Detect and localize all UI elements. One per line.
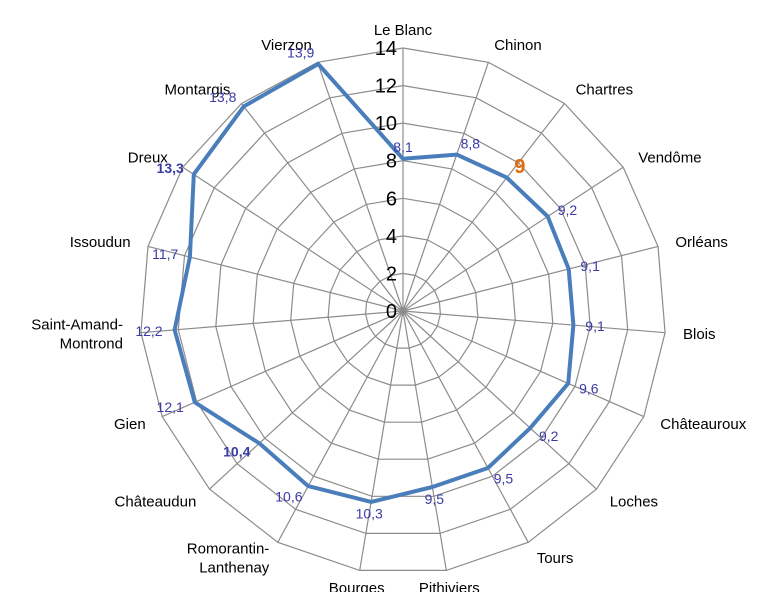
- data-label: 8,8: [461, 135, 481, 151]
- axis-spoke: [402, 310, 666, 334]
- data-label: 10,3: [356, 506, 383, 522]
- radar-axes: [140, 48, 666, 571]
- data-labels: 8,1 8,8 9 9,2 9,1 9,1 9,6 9,2 9,5 9,5 10,3 10,6 10,4…: [135, 45, 605, 522]
- category-label: Orléans: [675, 234, 728, 251]
- category-label: Gien: [114, 416, 146, 433]
- category-label: Dreux: [128, 149, 169, 166]
- tick-label: 12: [375, 76, 397, 98]
- category-label: Romorantin-Lanthenay: [187, 541, 270, 577]
- axis-spoke: [182, 166, 404, 312]
- axis-spoke: [402, 310, 447, 571]
- axis-spoke: [277, 310, 404, 543]
- gridline-8: [252, 160, 554, 460]
- gridline-14: [140, 47, 666, 572]
- category-label: Vierzon: [261, 37, 312, 54]
- axis-spoke: [140, 310, 404, 334]
- axis-spoke: [209, 310, 404, 490]
- category-label: Châteauroux: [660, 416, 746, 433]
- data-label: 13,8: [209, 89, 236, 105]
- axis-spoke: [402, 62, 489, 312]
- category-label: Loches: [610, 493, 658, 510]
- data-label: 9,5: [425, 491, 445, 507]
- axis-spoke: [241, 103, 404, 312]
- category-label: Bourges: [329, 580, 385, 592]
- gridline-2: [364, 272, 442, 349]
- axis-spoke: [402, 310, 529, 543]
- category-label: Chartres: [576, 81, 634, 98]
- data-label: 9: [514, 156, 525, 178]
- axis-spoke: [402, 310, 597, 490]
- category-label: Saint-Amand-Montrond: [31, 317, 123, 353]
- axis-spoke: [161, 310, 404, 418]
- axis-spoke: [402, 103, 565, 312]
- gridline-12: [177, 84, 629, 535]
- tick-label: 14: [375, 38, 397, 60]
- gridline-10: [215, 122, 591, 497]
- data-label: 9,2: [558, 202, 578, 218]
- data-label: 13,9: [287, 45, 314, 61]
- data-label: 12,2: [135, 323, 162, 339]
- data-label: 13,3: [157, 160, 184, 176]
- axis-spoke: [402, 166, 624, 312]
- series-line: [172, 62, 576, 504]
- category-label: Le Blanc: [374, 22, 433, 39]
- series-line-path: [172, 62, 576, 504]
- axis-spoke: [402, 245, 659, 312]
- gridline-4: [327, 235, 479, 386]
- tick-label: 8: [386, 151, 397, 173]
- axis-spoke: [402, 310, 645, 418]
- tick-label: 10: [375, 113, 397, 135]
- axis-spoke: [359, 310, 404, 571]
- data-label: 10,4: [223, 443, 250, 459]
- category-label: Issoudun: [70, 234, 131, 251]
- data-label: 9,1: [585, 318, 605, 334]
- data-label: 9,5: [494, 471, 514, 487]
- data-label: 9,2: [539, 428, 559, 444]
- axis-spoke: [317, 62, 404, 312]
- data-label: 11,7: [152, 246, 178, 262]
- gridline-6: [290, 197, 516, 423]
- tick-label: 4: [386, 226, 397, 248]
- tick-label: 6: [386, 188, 397, 210]
- data-label: 10,6: [275, 489, 302, 505]
- radial-tick-labels: 0 2 4 6 8 10 12 14: [375, 38, 397, 323]
- category-label: Chinon: [494, 37, 542, 54]
- category-label: Pithiviers: [419, 580, 480, 592]
- radar-grid: [140, 47, 666, 572]
- category-label: Tours: [537, 550, 574, 567]
- data-label: 12,1: [157, 399, 184, 415]
- category-label: Châteaudun: [115, 493, 197, 510]
- category-label: Blois: [683, 326, 716, 343]
- category-label: Vendôme: [638, 149, 701, 166]
- data-label: 9,1: [580, 258, 600, 274]
- tick-label: 0: [386, 301, 397, 323]
- data-label: 8,1: [393, 139, 413, 155]
- tick-label: 2: [386, 263, 397, 285]
- category-labels: Le Blanc Chinon Chartres Vendôme Orléans Bloi…: [31, 22, 746, 592]
- data-label: 9,6: [579, 380, 599, 396]
- category-label: Montargis: [165, 81, 231, 98]
